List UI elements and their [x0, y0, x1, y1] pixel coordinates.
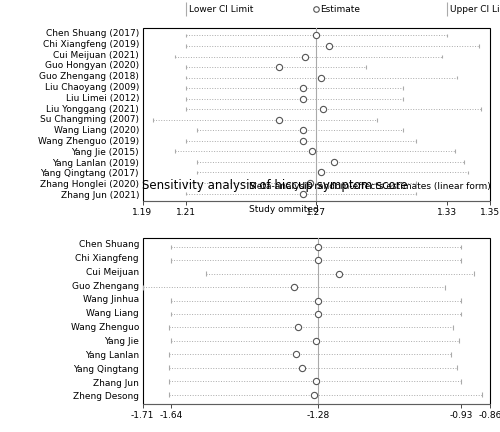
Text: Yang Jie (2015): Yang Jie (2015) — [72, 148, 139, 157]
Text: Guo Zhengang: Guo Zhengang — [72, 282, 139, 291]
Text: Wang Liang (2020): Wang Liang (2020) — [54, 126, 139, 135]
Text: Liu Chaoyang (2009): Liu Chaoyang (2009) — [44, 83, 139, 92]
Text: Yang Lanlan (2019): Yang Lanlan (2019) — [52, 159, 139, 168]
Text: Lower CI Limit: Lower CI Limit — [190, 5, 254, 13]
Text: Chen Shuang (2017): Chen Shuang (2017) — [46, 29, 139, 38]
Text: Guo Hongyan (2020): Guo Hongyan (2020) — [45, 61, 139, 70]
Text: Yang Qingtang: Yang Qingtang — [74, 365, 139, 374]
Text: Zheng Desong: Zheng Desong — [73, 393, 139, 401]
Text: Chen Shuang: Chen Shuang — [78, 240, 139, 249]
Text: Guo Zhengang (2018): Guo Zhengang (2018) — [39, 72, 139, 81]
Text: Chi Xiangfeng: Chi Xiangfeng — [76, 254, 139, 263]
Text: Upper CI Limit: Upper CI Limit — [450, 5, 500, 13]
Text: Cui Meijuan: Cui Meijuan — [86, 268, 139, 277]
Text: Zhang Honglei (2020): Zhang Honglei (2020) — [40, 180, 139, 189]
Text: Liu Limei (2012): Liu Limei (2012) — [66, 94, 139, 103]
Text: Study ommited: Study ommited — [249, 205, 318, 214]
Text: Yang Qingtang (2017): Yang Qingtang (2017) — [40, 169, 139, 178]
Text: Yang Jie: Yang Jie — [104, 337, 139, 346]
Text: Zhang Jun (2021): Zhang Jun (2021) — [60, 191, 139, 200]
Text: Zhang Jun: Zhang Jun — [93, 378, 139, 388]
Text: Wang Liang: Wang Liang — [86, 309, 139, 318]
Text: Wang Zhenguo (2019): Wang Zhenguo (2019) — [38, 137, 139, 146]
Text: Yang Lanlan: Yang Lanlan — [85, 351, 139, 360]
Text: Estimate: Estimate — [320, 5, 360, 13]
Text: Meta-analysis random-effects estimates (linear form): Meta-analysis random-effects estimates (… — [249, 182, 490, 191]
Text: Cui Meijuan (2021): Cui Meijuan (2021) — [54, 51, 139, 60]
Text: Liu Yonggang (2021): Liu Yonggang (2021) — [46, 105, 139, 114]
Text: Su Changming (2007): Su Changming (2007) — [40, 115, 139, 124]
Text: Sensitivity analysis of hiccup symptom score: Sensitivity analysis of hiccup symptom s… — [142, 179, 408, 192]
Text: Wang Jinhua: Wang Jinhua — [83, 295, 139, 305]
Text: Wang Zhenguo: Wang Zhenguo — [70, 323, 139, 332]
Text: Chi Xiangfeng (2019): Chi Xiangfeng (2019) — [42, 40, 139, 49]
